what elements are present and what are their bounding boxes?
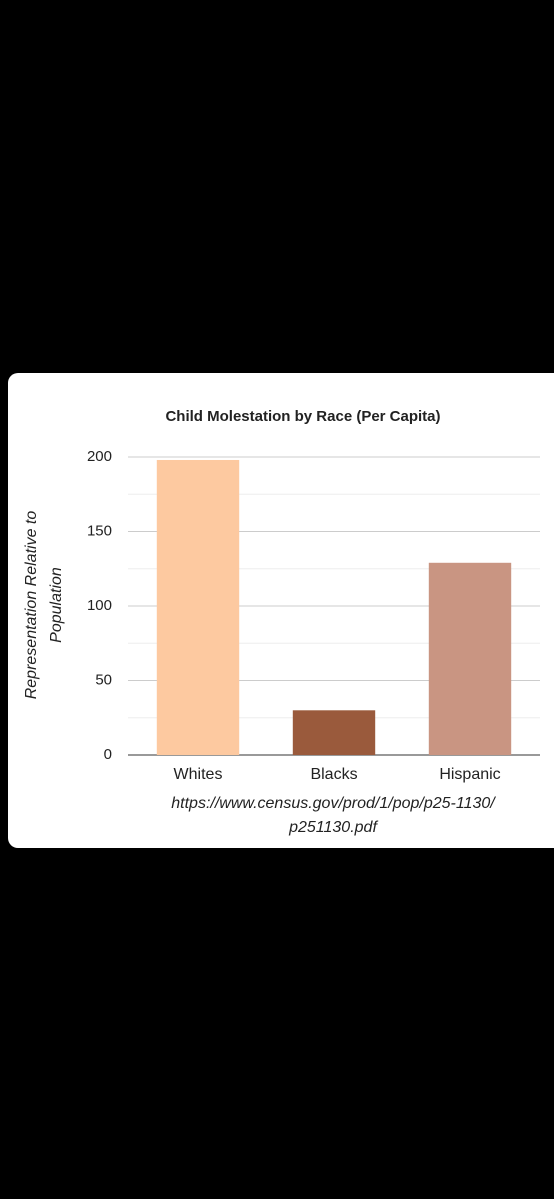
source-note: https://www.census.gov/prod/1/pop/p25-11… (171, 795, 496, 812)
x-tick-label: Whites (174, 766, 223, 783)
y-tick-label: 150 (87, 522, 112, 539)
chart-title: Child Molestation by Race (Per Capita) (165, 408, 440, 425)
y-axis-label: Representation Relative to (23, 511, 40, 700)
bar (292, 710, 376, 755)
source-note: p251130.pdf (288, 819, 378, 836)
bar (156, 459, 240, 755)
x-tick-label: Blacks (310, 766, 357, 783)
y-axis-label: Population (48, 567, 65, 643)
chart-card (8, 373, 554, 848)
y-tick-label: 0 (104, 746, 112, 763)
x-tick-label: Hispanic (439, 766, 500, 783)
y-tick-label: 200 (87, 448, 112, 465)
y-tick-label: 50 (95, 671, 112, 688)
bar (428, 562, 512, 755)
y-tick-label: 100 (87, 597, 112, 614)
